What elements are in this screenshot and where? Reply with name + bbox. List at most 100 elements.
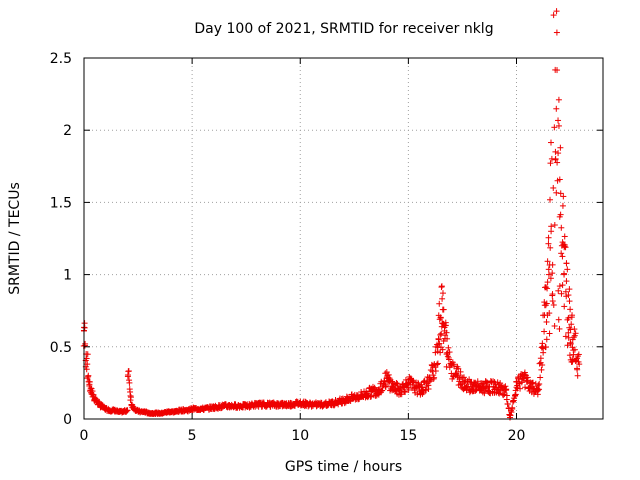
data-point [558,250,565,257]
data-point [438,283,445,290]
x-tick-label: 10 [291,428,309,444]
data-point [562,244,569,251]
data-point [567,340,574,347]
data-point [390,384,397,391]
data-point [562,333,569,340]
data-point [362,391,369,398]
data-point [566,298,573,305]
data-point [576,361,583,368]
data-point [558,290,565,297]
data-point [158,410,165,417]
data-point [545,240,552,247]
data-point [563,293,570,300]
data-point [565,334,572,341]
data-point [537,355,544,362]
data-point [318,401,325,408]
data-point [559,202,566,209]
data-point [437,314,444,321]
data-point [501,391,508,398]
data-point [554,177,561,184]
y-tick-label: 1.5 [50,195,72,211]
data-point [402,389,409,396]
data-point [254,401,260,408]
data-point [89,391,96,398]
data-point [547,139,554,146]
data-point [574,355,581,362]
data-point [521,369,528,376]
data-point [396,387,403,394]
data-point [569,336,576,343]
data-point [126,386,133,393]
data-point [420,378,427,385]
data-point [126,379,133,386]
data-point [554,67,561,74]
data-point [510,397,517,404]
data-point [547,275,554,282]
data-point [427,377,433,384]
data-point [559,253,566,260]
data-point [199,405,206,412]
data-point [551,124,558,131]
data-point [555,316,562,323]
y-axis-label: SRMTID / TECUs [7,182,23,295]
data-point [549,298,556,305]
data-point [553,105,560,112]
data-point [553,29,560,36]
data-point [335,401,342,408]
data-point [455,372,462,379]
data-point [559,282,566,289]
data-point [382,383,389,390]
data-point [425,382,432,389]
data-point [368,388,375,395]
data-point [555,150,562,157]
data-point [430,372,437,379]
data-point [102,405,109,412]
data-point [436,340,443,347]
data-point [542,284,549,291]
data-point [571,346,578,353]
data-point [538,366,545,373]
data-point [439,290,446,297]
data-point [189,405,196,412]
data-point [560,193,567,200]
data-point [431,361,438,368]
data-point [539,361,546,368]
data-point [437,349,444,356]
data-point [552,148,559,155]
data-point [82,340,89,347]
data-point [535,387,542,394]
data-point [439,295,446,302]
data-point [445,354,452,361]
data-point [557,190,564,197]
data-point [86,381,93,388]
data-point [444,351,451,358]
data-point [569,312,576,319]
data-point [375,387,382,394]
data-point [461,379,468,386]
data-point [141,408,148,415]
x-tick-label: 20 [508,428,526,444]
data-point [544,285,551,292]
data-point [544,279,551,286]
data-point [470,384,477,391]
data-point [549,261,556,268]
data-point [529,379,536,386]
data-point [111,407,118,414]
data-point [567,326,574,333]
data-point [548,228,555,235]
data-point [434,360,441,367]
axis-ticks: 0 5 10 15 20 0 0.5 1 1.5 2 2.5 [50,51,603,444]
data-point [546,330,553,337]
data-point [565,329,572,336]
data-point [83,366,90,373]
y-tick-label: 1 [63,268,72,284]
data-point [519,372,526,379]
grid-lines [84,58,603,419]
data-point [536,380,543,387]
data-point [124,407,131,414]
data-point [152,410,159,417]
data-point [507,414,514,421]
data-point [558,224,565,231]
data-point [418,387,425,394]
